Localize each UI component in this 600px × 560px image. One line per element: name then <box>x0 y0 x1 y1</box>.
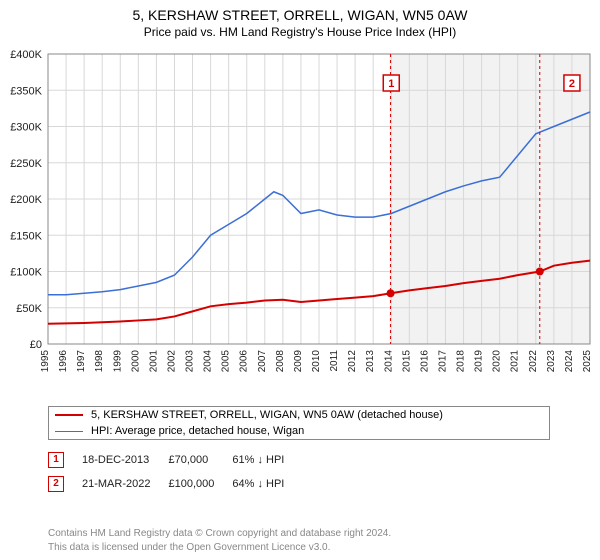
line-chart: £0 £50K £100K £150K £200K £250K £300K £350K £400… <box>0 44 600 394</box>
x-axis-label: 2003 <box>185 350 196 373</box>
x-axis-label: 2001 <box>148 350 159 373</box>
y-axis-label: £300K <box>10 122 42 134</box>
legend: 5, KERSHAW STREET, ORRELL, WIGAN, WN5 0A… <box>48 406 550 440</box>
x-axis-label: 2007 <box>257 350 268 373</box>
x-axis-label: 2013 <box>365 350 376 373</box>
x-axis-label: 2021 <box>510 350 521 373</box>
sale-price: £70,000 <box>168 448 232 472</box>
x-axis-label: 2012 <box>347 350 358 373</box>
x-axis-label: 2009 <box>293 350 304 373</box>
x-axis-label: 2018 <box>456 350 467 373</box>
x-axis-label: 2020 <box>492 350 503 373</box>
x-axis-label: 2016 <box>419 350 430 373</box>
x-axis-label: 2000 <box>130 350 141 373</box>
chart-title: 5, KERSHAW STREET, ORRELL, WIGAN, WN5 0A… <box>0 0 600 25</box>
sale-marker-1: 1 <box>48 452 64 468</box>
x-axis-label: 2005 <box>221 350 232 373</box>
marker-annotation-label-1: 1 <box>388 78 394 90</box>
y-axis-label: £400K <box>10 49 42 61</box>
x-axis-label: 2022 <box>528 350 539 373</box>
footer-line-1: Contains HM Land Registry data © Crown c… <box>48 527 391 541</box>
x-axis-label: 2024 <box>564 350 575 373</box>
sale-marker-2: 2 <box>48 476 64 492</box>
x-axis-label: 2017 <box>437 350 448 373</box>
legend-swatch <box>55 414 83 416</box>
marker-dot-1 <box>387 289 395 297</box>
x-axis-label: 2002 <box>166 350 177 373</box>
legend-label: 5, KERSHAW STREET, ORRELL, WIGAN, WN5 0A… <box>91 409 443 421</box>
y-axis-label: £350K <box>10 85 42 97</box>
chart-subtitle: Price paid vs. HM Land Registry's House … <box>0 25 600 39</box>
sale-row: 1 18-DEC-2013 £70,000 61% ↓ HPI <box>48 448 302 472</box>
sale-price: £100,000 <box>168 472 232 496</box>
x-axis-label: 2015 <box>401 350 412 373</box>
x-axis-label: 2014 <box>383 350 394 373</box>
y-axis-label: £200K <box>10 194 42 206</box>
footer-attribution: Contains HM Land Registry data © Crown c… <box>48 527 391 554</box>
x-axis-label: 2023 <box>546 350 557 373</box>
x-axis-label: 2019 <box>474 350 485 373</box>
y-axis-label: £100K <box>10 267 42 279</box>
legend-item: HPI: Average price, detached house, Wiga… <box>49 423 549 439</box>
footer-line-2: This data is licensed under the Open Gov… <box>48 541 391 555</box>
legend-swatch <box>55 431 83 432</box>
x-axis-label: 2006 <box>239 350 250 373</box>
legend-item: 5, KERSHAW STREET, ORRELL, WIGAN, WN5 0A… <box>49 407 549 423</box>
y-axis-label: £0 <box>30 339 42 351</box>
x-axis-label: 2025 <box>582 350 593 373</box>
sale-row: 2 21-MAR-2022 £100,000 64% ↓ HPI <box>48 472 302 496</box>
marker-annotation-label-2: 2 <box>569 78 575 90</box>
chart-container: 5, KERSHAW STREET, ORRELL, WIGAN, WN5 0A… <box>0 0 600 560</box>
x-axis-label: 2004 <box>203 350 214 373</box>
sales-table: 1 18-DEC-2013 £70,000 61% ↓ HPI 2 21-MAR… <box>48 448 302 496</box>
x-axis-label: 2010 <box>311 350 322 373</box>
sale-date: 21-MAR-2022 <box>82 472 168 496</box>
x-axis-label: 1995 <box>40 350 51 373</box>
x-axis-label: 2008 <box>275 350 286 373</box>
x-axis-label: 1998 <box>94 350 105 373</box>
y-axis-label: £150K <box>10 230 42 242</box>
sale-date: 18-DEC-2013 <box>82 448 168 472</box>
x-axis-label: 1997 <box>76 350 87 373</box>
x-axis-label: 1999 <box>112 350 123 373</box>
marker-dot-2 <box>536 268 544 276</box>
sale-pct: 61% ↓ HPI <box>232 448 302 472</box>
x-axis-label: 1996 <box>58 350 69 373</box>
sale-pct: 64% ↓ HPI <box>232 472 302 496</box>
x-axis-label: 2011 <box>329 350 340 372</box>
y-axis-label: £250K <box>10 158 42 170</box>
legend-label: HPI: Average price, detached house, Wiga… <box>91 425 304 437</box>
y-axis-label: £50K <box>16 303 42 315</box>
